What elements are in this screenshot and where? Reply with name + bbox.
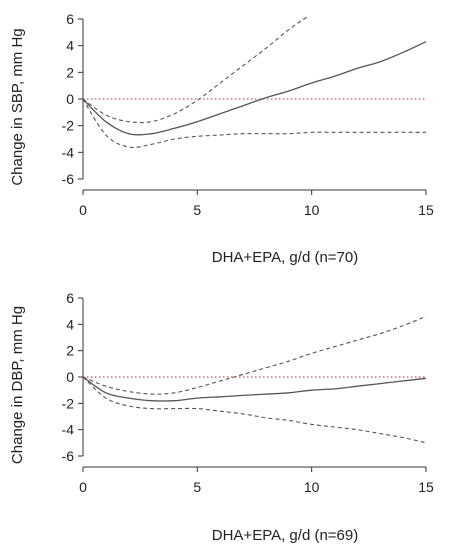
y-tick-label: 0 (66, 369, 74, 385)
y-tick-label: -4 (62, 144, 75, 160)
x-tick-label: 10 (304, 202, 320, 218)
x-tick-label: 0 (79, 202, 87, 218)
y-tick-label: 6 (66, 290, 74, 306)
y-axis-title: Change in DBP, mm Hg (9, 306, 26, 464)
y-axis-title: Change in SBP, mm Hg (9, 28, 26, 185)
y-tick-label: 4 (66, 38, 74, 54)
x-tick-label: 10 (304, 479, 320, 495)
x-tick-label: 5 (193, 202, 201, 218)
lower-ci-curve (83, 98, 426, 148)
chart-panel-1: -6 -4 -2 0 2 4 6 0 5 10 15 Change in SBP, mm Hg DHA+… (9, 11, 434, 266)
estimate-curve (83, 376, 427, 402)
x-tick-label: 5 (193, 479, 201, 495)
x-tick-label: 0 (79, 479, 87, 495)
chart-panel-2: -6 -4 -2 0 2 4 6 0 5 10 15 Change in DBP, mm Hg DHA+… (9, 290, 434, 544)
y-tick-label: 4 (66, 316, 74, 332)
y-tick-label: -4 (62, 422, 75, 438)
y-tick-label: 2 (66, 64, 74, 80)
y-tick-label: -2 (62, 395, 75, 411)
y-tick-label: -2 (62, 118, 75, 134)
y-tick-label: 2 (66, 343, 74, 359)
upper-ci-curve (83, 315, 427, 395)
upper-ci-curve (83, 17, 309, 124)
x-axis-title: DHA+EPA, g/d (n=70) (212, 249, 358, 266)
x-tick-label: 15 (418, 479, 434, 495)
estimate-curve (83, 41, 427, 136)
lower-ci-curve (83, 376, 427, 444)
y-tick-label: -6 (62, 448, 75, 464)
y-tick-label: 0 (66, 91, 74, 107)
x-tick-label: 15 (418, 202, 434, 218)
y-tick-label: 6 (66, 11, 74, 27)
x-axis-title: DHA+EPA, g/d (n=69) (212, 527, 358, 544)
y-tick-label: -6 (62, 171, 75, 187)
